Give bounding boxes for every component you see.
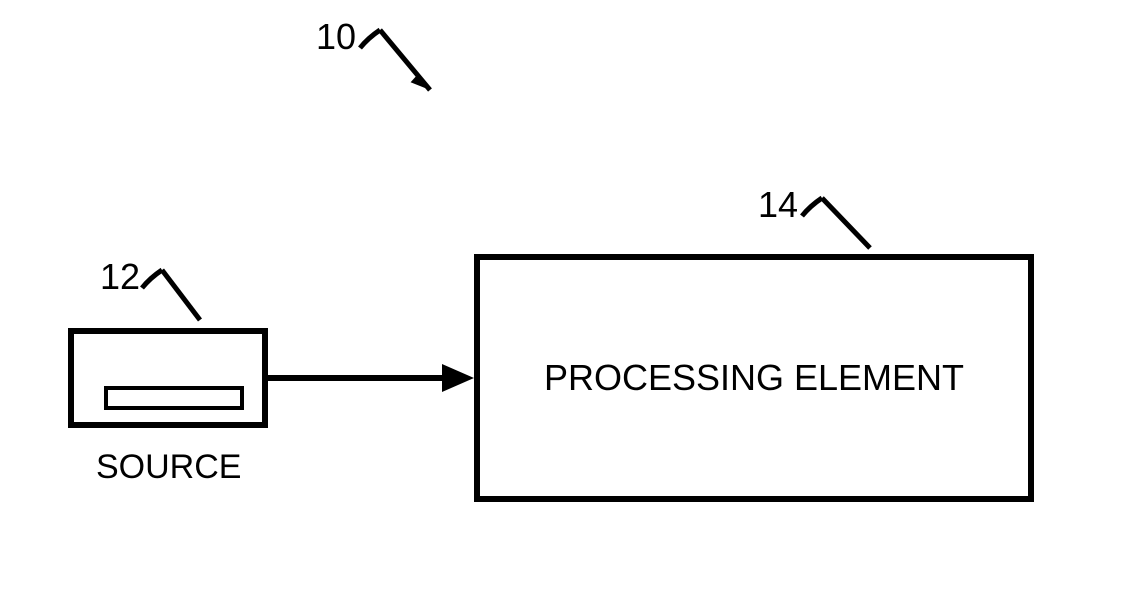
processing-element-label: PROCESSING ELEMENT [544, 357, 964, 399]
processing-element-box: PROCESSING ELEMENT [474, 254, 1034, 502]
block-diagram: 10 12 14 SOURCE PROCESSING ELEMENT [0, 0, 1138, 604]
